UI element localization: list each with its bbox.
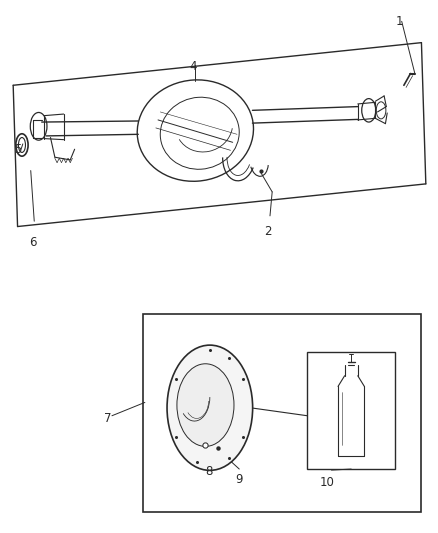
Ellipse shape [166, 345, 252, 471]
Text: 7: 7 [103, 412, 111, 425]
Text: 8: 8 [205, 465, 212, 478]
Bar [142, 314, 420, 512]
Bar [307, 352, 394, 469]
Text: 6: 6 [29, 236, 37, 249]
Text: 1: 1 [395, 15, 403, 28]
Ellipse shape [177, 364, 233, 446]
Text: 2: 2 [263, 225, 271, 238]
Text: 10: 10 [319, 476, 334, 489]
Text: 9: 9 [235, 473, 243, 486]
Text: 5: 5 [14, 143, 21, 156]
Text: 4: 4 [189, 60, 197, 73]
